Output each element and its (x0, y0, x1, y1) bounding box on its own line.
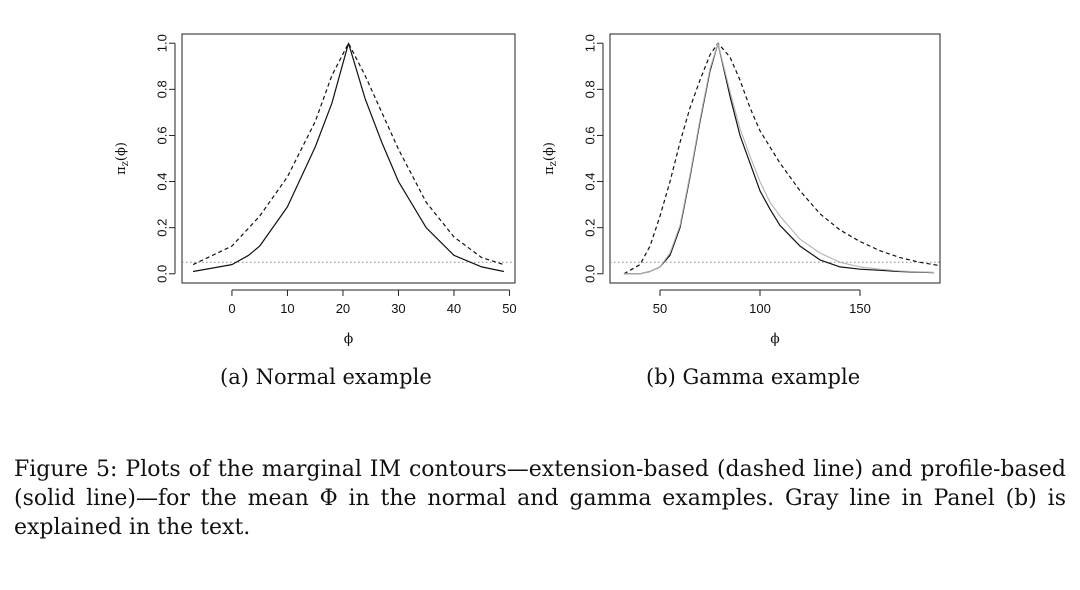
subcaption-b-text: Gamma example (682, 365, 861, 389)
y-tick-label-a-0.6: 0.6 (155, 126, 170, 144)
y-tick-label-b-0.6: 0.6 (583, 126, 598, 144)
subcaption-a-label: (a) (220, 365, 249, 389)
y-tick-label-a-0.2: 0.2 (155, 219, 170, 237)
x-tick-label-a-0: 0 (228, 301, 235, 316)
x-axis-label-b: ϕ (770, 331, 780, 347)
x-axis-label-a: ϕ (344, 331, 354, 347)
subcaption-a-text: Normal example (255, 365, 432, 389)
y-tick-label-b-1.0: 1.0 (583, 34, 598, 52)
series-line-b-solid-1 (624, 42, 935, 275)
y-tick-label-a-0.0: 0.0 (155, 265, 170, 283)
series-line-a-dashed-0 (192, 42, 505, 266)
y-axis-label-b: πz(ϕ) (542, 142, 559, 175)
x-tick-label-a-30: 30 (391, 301, 405, 316)
x-tick-label-a-20: 20 (336, 301, 350, 316)
series-line-b-dashed-0 (623, 42, 941, 275)
x-tick-label-b-50: 50 (653, 301, 667, 316)
x-tick-label-b-150: 150 (849, 301, 871, 316)
subcaption-b: (b) Gamma example (646, 365, 860, 389)
panel-b-gamma: 50 100 150 0.0 0.2 0.4 0.6 0.8 1.0 ϕ πz(ϕ) (542, 33, 941, 347)
x-tick-label-a-10: 10 (280, 301, 294, 316)
panel-a-normal: 0 10 20 30 40 50 0.0 0.2 0.4 0.6 0.8 1.0 ϕ πz(ϕ) (114, 33, 517, 347)
plot-frame-a (181, 33, 516, 284)
subcaption-b-label: (b) (646, 365, 676, 389)
plot-frame-b (609, 33, 941, 284)
y-tick-label-a-1.0: 1.0 (155, 34, 170, 52)
y-tick-label-b-0.8: 0.8 (583, 80, 598, 98)
figure-caption: Figure 5: Plots of the marginal IM conto… (14, 457, 1066, 540)
series-line-a-solid-1 (192, 42, 505, 273)
subcaption-a: (a) Normal example (220, 365, 432, 389)
y-tick-label-b-0.4: 0.4 (583, 173, 598, 191)
y-axis-label-a: πz(ϕ) (114, 142, 131, 175)
x-tick-label-a-40: 40 (447, 301, 461, 316)
figure-5: 0 10 20 30 40 50 0.0 0.2 0.4 0.6 0.8 1.0 ϕ πz(ϕ) 50 10… (114, 33, 941, 347)
x-tick-label-b-100: 100 (749, 301, 771, 316)
y-tick-label-a-0.4: 0.4 (155, 173, 170, 191)
y-tick-label-b-0.2: 0.2 (583, 219, 598, 237)
y-tick-label-a-0.8: 0.8 (155, 80, 170, 98)
series-line-b-solid-2 (624, 42, 935, 275)
x-tick-label-a-50: 50 (502, 301, 516, 316)
y-tick-label-b-0.0: 0.0 (583, 265, 598, 283)
